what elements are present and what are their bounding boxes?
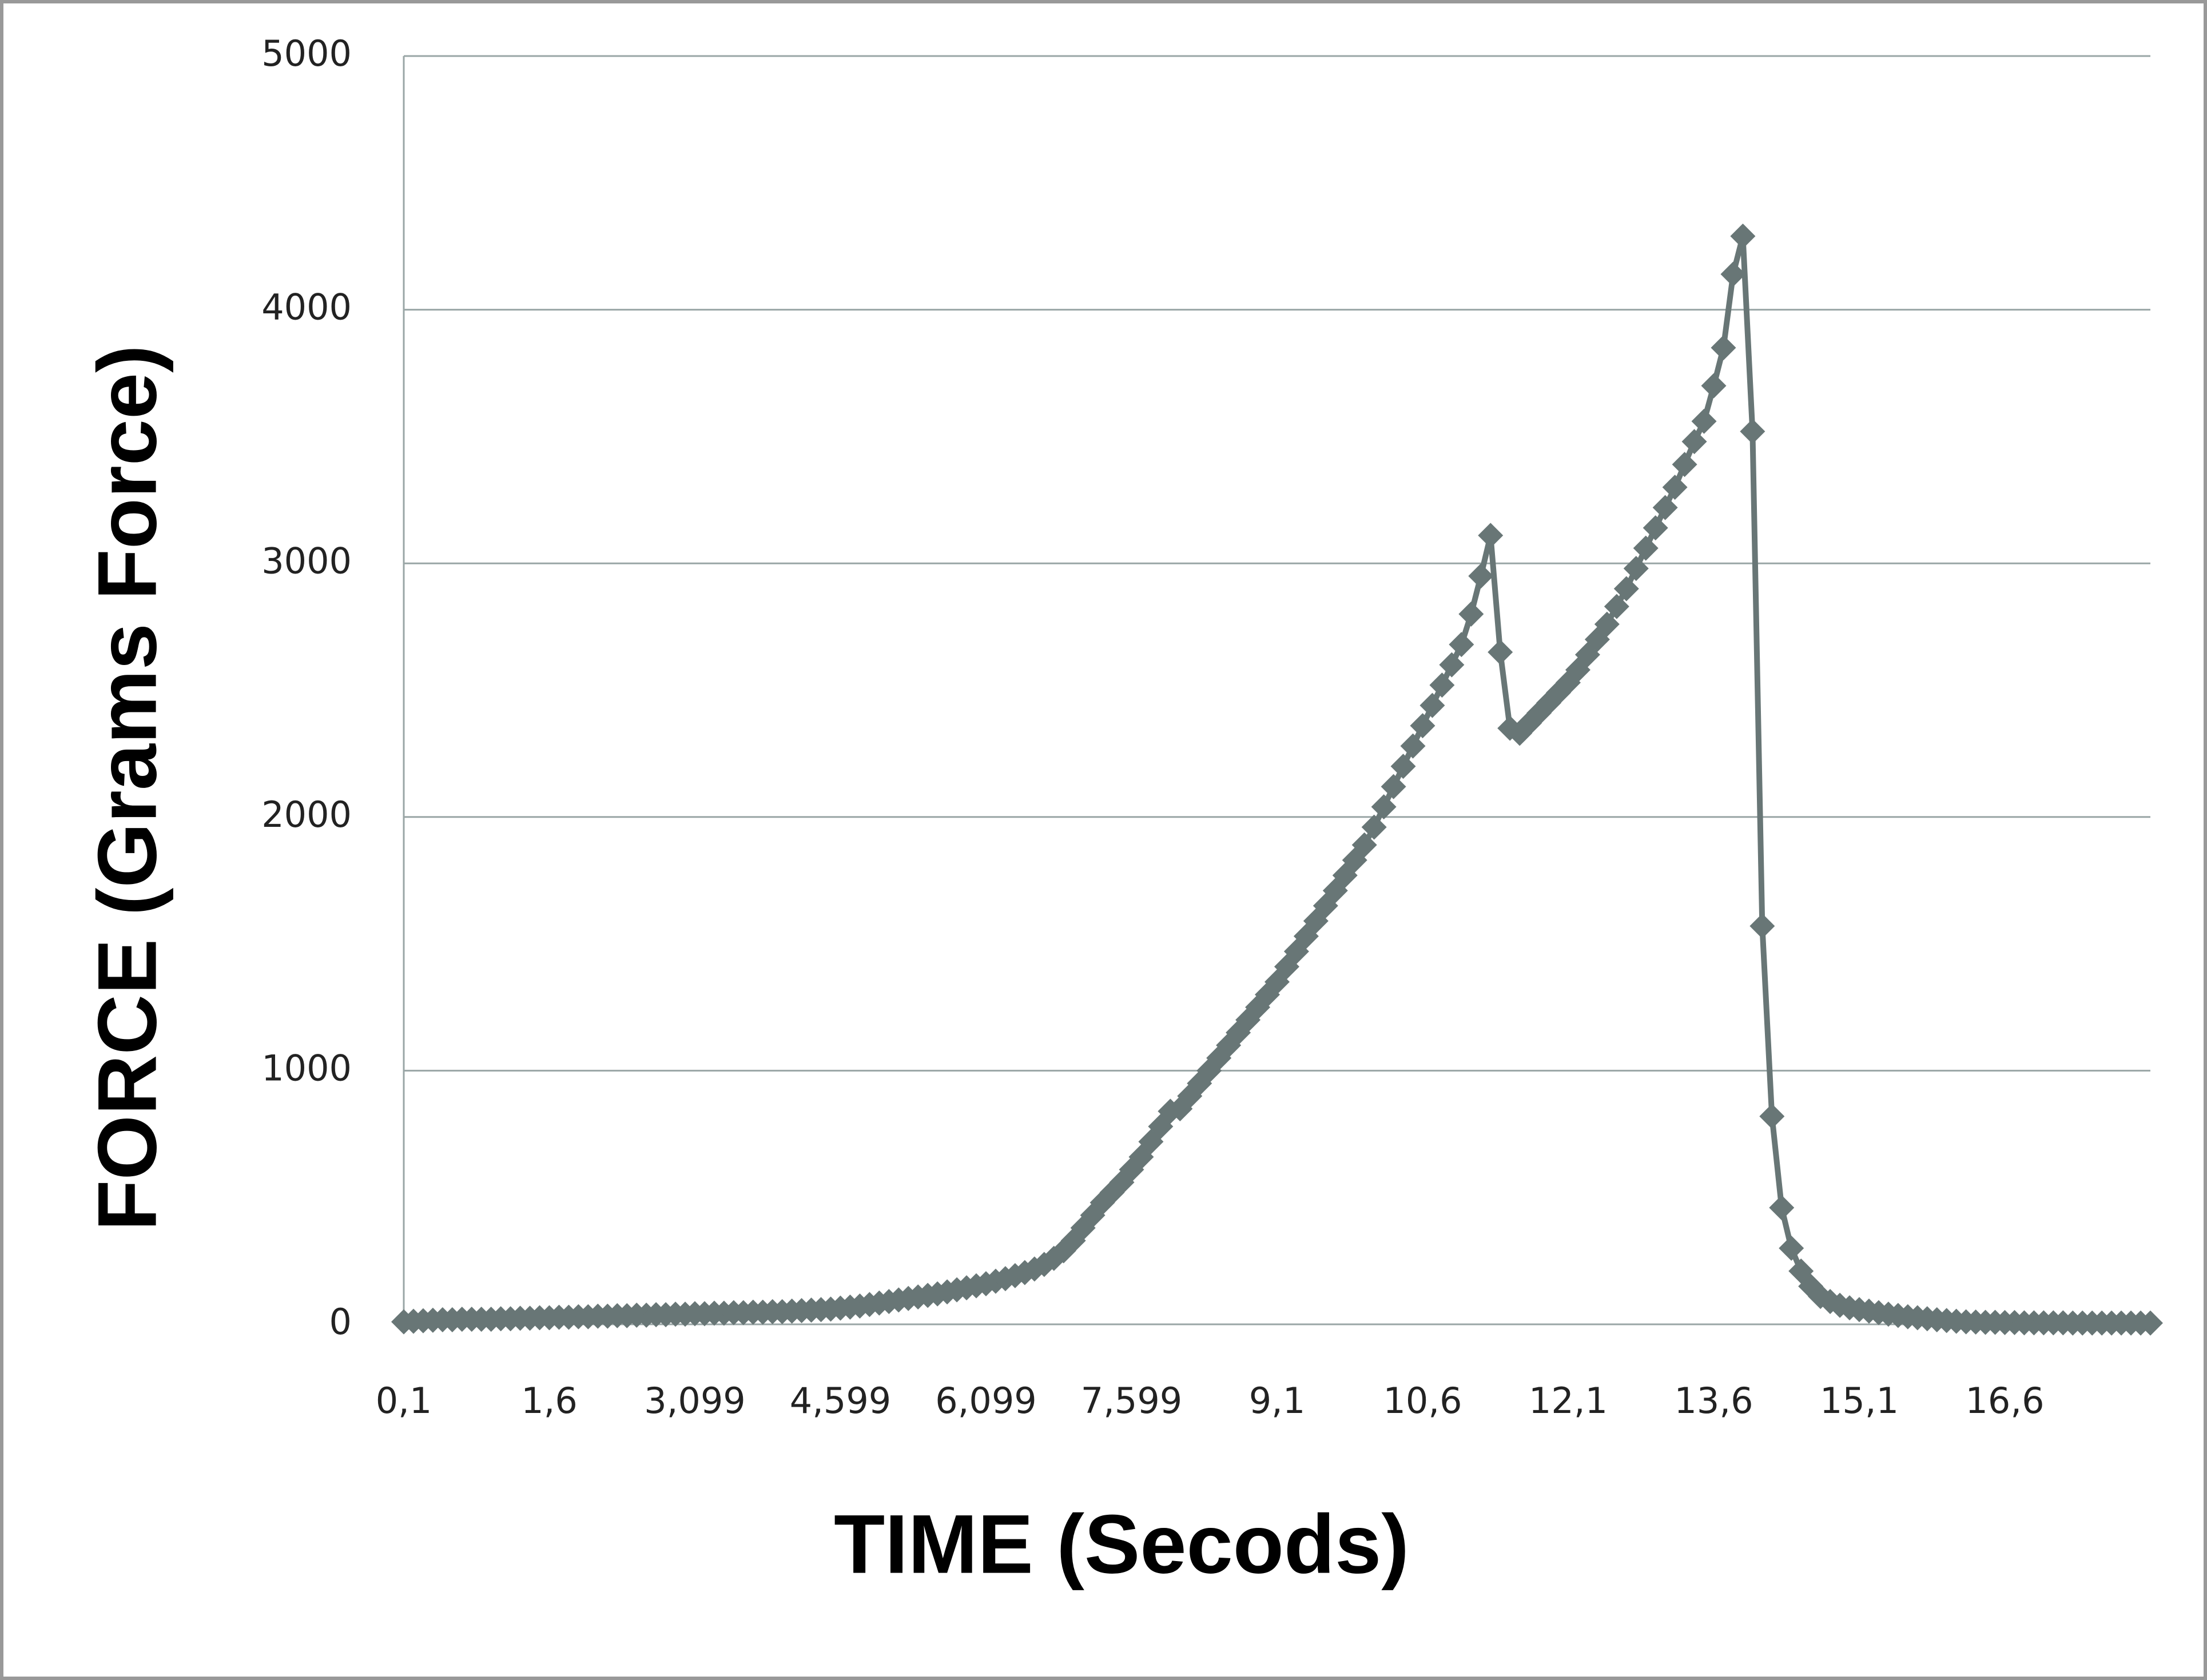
y-tick-label: 2000 [261, 794, 352, 835]
x-axis-title: TIME (Secods) [834, 1498, 1409, 1591]
data-marker [1439, 652, 1465, 678]
data-marker [1361, 814, 1387, 840]
data-marker [1730, 223, 1756, 249]
data-marker [1769, 1195, 1795, 1220]
x-tick-label: 4,599 [790, 1380, 892, 1422]
y-axis-title: FORCE (Grams Force) [81, 345, 174, 1231]
data-marker [1390, 754, 1416, 779]
x-tick-label: 13,6 [1674, 1380, 1753, 1422]
data-marker [1594, 611, 1620, 637]
x-tick-label: 16,6 [1965, 1380, 2044, 1422]
x-tick-label: 6,099 [935, 1380, 1037, 1422]
data-marker [1604, 594, 1629, 619]
data-marker [1351, 832, 1377, 858]
data-marker [1740, 419, 1765, 444]
data-marker [1749, 913, 1775, 939]
x-tick-label: 1,6 [521, 1380, 578, 1422]
data-marker [1381, 774, 1406, 799]
data-marker [2138, 1310, 2163, 1336]
data-marker [1779, 1235, 1804, 1261]
y-tick-label: 0 [329, 1301, 352, 1343]
x-tick-label: 3,099 [644, 1380, 746, 1422]
x-tick-label: 9,1 [1249, 1380, 1306, 1422]
x-tick-label: 0,1 [376, 1380, 432, 1422]
data-marker [1633, 535, 1659, 561]
data-marker [1400, 733, 1426, 759]
x-tick-label: 15,1 [1820, 1380, 1899, 1422]
data-marker [1720, 261, 1746, 287]
data-marker [1429, 672, 1455, 698]
data-marker [1623, 556, 1649, 582]
data-marker [1681, 429, 1707, 455]
data-marker [1410, 713, 1435, 739]
data-marker [1643, 515, 1668, 541]
data-marker [1458, 601, 1484, 627]
data-marker [1419, 692, 1445, 718]
data-marker [1701, 373, 1727, 399]
data-marker [1691, 408, 1717, 434]
y-tick-label: 5000 [261, 33, 352, 74]
y-tick-label: 3000 [261, 540, 352, 582]
data-marker [1478, 523, 1504, 548]
data-marker [1662, 475, 1688, 500]
data-marker [1449, 632, 1474, 658]
data-marker [1759, 1104, 1785, 1129]
x-tick-label: 10,6 [1383, 1380, 1462, 1422]
data-marker [1468, 563, 1494, 589]
x-tick-label: 12,1 [1529, 1380, 1608, 1422]
data-marker [1488, 639, 1513, 665]
y-tick-label: 1000 [261, 1047, 352, 1089]
data-marker [1613, 576, 1639, 602]
data-marker [1672, 452, 1697, 477]
data-marker [1652, 495, 1678, 520]
x-tick-label: 7,599 [1081, 1380, 1183, 1422]
y-tick-label: 4000 [261, 286, 352, 328]
data-marker [1371, 794, 1397, 820]
data-marker [1711, 335, 1736, 361]
